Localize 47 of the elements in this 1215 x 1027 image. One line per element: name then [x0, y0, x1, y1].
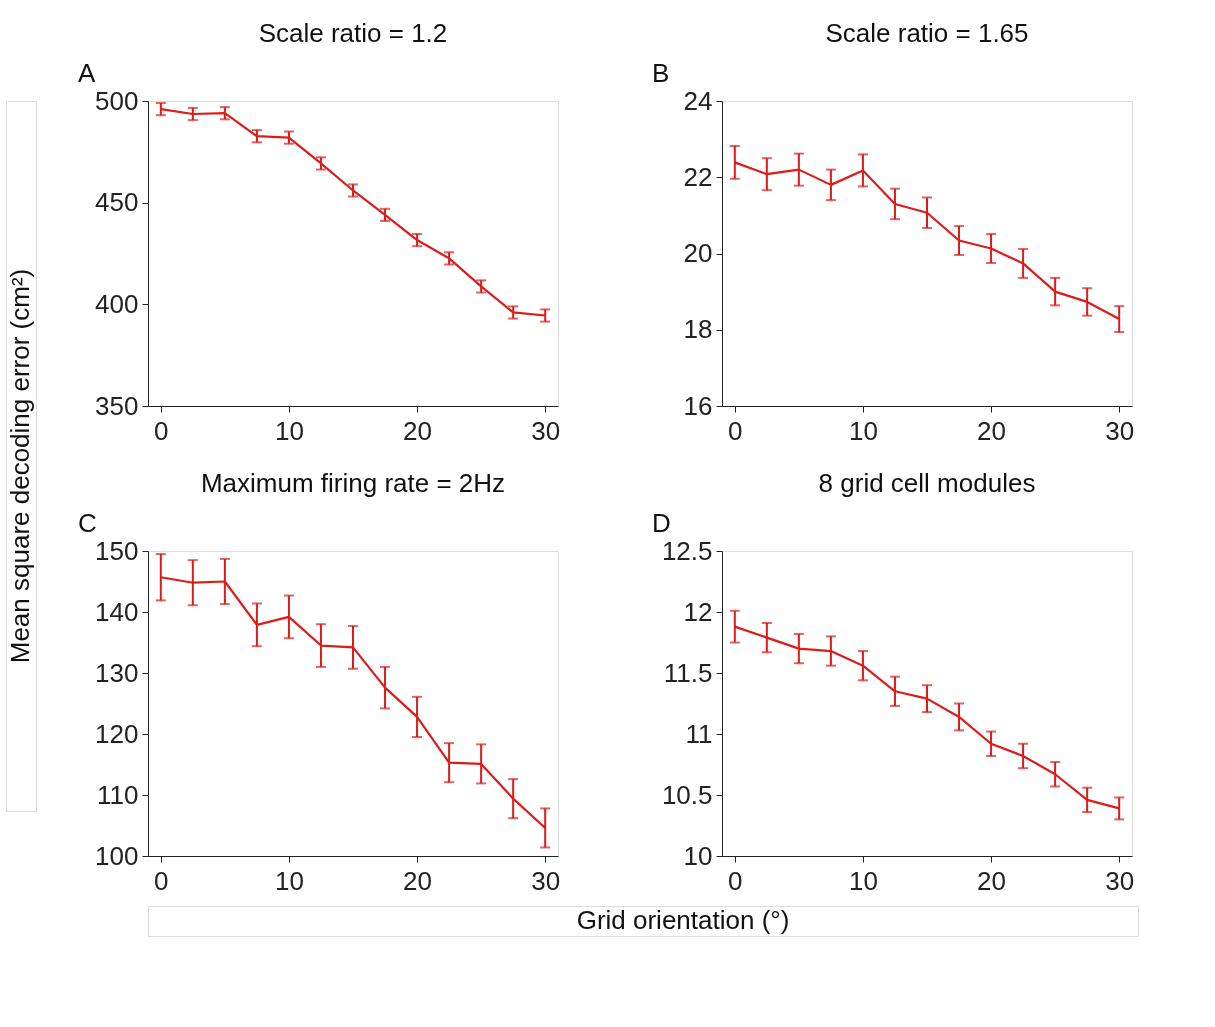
y-tick-label: 140 [95, 596, 139, 627]
x-tick-label: 0 [728, 415, 743, 446]
text: B [652, 58, 670, 88]
y-tick-label: 12 [683, 596, 713, 627]
y-tick-label: 500 [95, 85, 139, 116]
chart-title: Scale ratio = 1.65 [825, 18, 1029, 48]
x-tick-label: 20 [977, 415, 1007, 446]
y-tick-label: 10.5 [661, 779, 713, 810]
chart-title: Maximum firing rate = 2Hz [200, 468, 506, 498]
y-tick-label: 12.5 [661, 535, 713, 566]
x-tick-label: 30 [1105, 415, 1135, 446]
y-tick-label: 20 [683, 238, 713, 268]
y-tick-label: 400 [95, 288, 139, 319]
x-tick-label: 30 [531, 865, 561, 896]
x-tick-label: 10 [274, 415, 304, 446]
x-tick-label: 10 [848, 865, 878, 896]
y-tick-label: 100 [95, 840, 139, 871]
x-tick-label: 10 [274, 865, 304, 896]
y-tick-label: 10 [683, 840, 713, 871]
x-tick-label: 30 [1105, 865, 1135, 896]
x-tick-label: 20 [977, 865, 1007, 896]
y-tick-label: 22 [683, 161, 713, 192]
y-tick-label: 18 [683, 314, 713, 345]
chart-title: 8 grid cell modules [818, 468, 1036, 498]
y-tick-label: 120 [95, 718, 139, 749]
y-tick-label: 16 [683, 390, 713, 421]
x-tick-label: 30 [531, 415, 561, 446]
y-axis-title: Mean square decoding error (cm²) [5, 268, 35, 664]
y-tick-label: 11.5 [663, 657, 713, 688]
x-axis-title: Grid orientation (°) [576, 905, 790, 935]
x-tick-label: 20 [403, 415, 433, 446]
y-tick-label: 130 [95, 657, 139, 688]
x-tick-label: 10 [848, 415, 878, 446]
x-tick-label: 0 [154, 865, 169, 896]
y-tick-label: 350 [95, 390, 139, 421]
text: A [78, 58, 96, 88]
x-tick-label: 20 [403, 865, 433, 896]
y-tick-label: 11 [685, 718, 713, 749]
chart-title: Scale ratio = 1.2 [258, 18, 448, 48]
text: C [78, 508, 97, 538]
y-tick-label: 450 [95, 187, 139, 218]
text: D [652, 508, 671, 538]
y-tick-label: 110 [97, 779, 139, 810]
x-tick-label: 0 [154, 415, 169, 446]
y-tick-label: 24 [683, 85, 713, 116]
x-tick-label: 0 [728, 865, 743, 896]
y-tick-label: 150 [95, 535, 139, 566]
